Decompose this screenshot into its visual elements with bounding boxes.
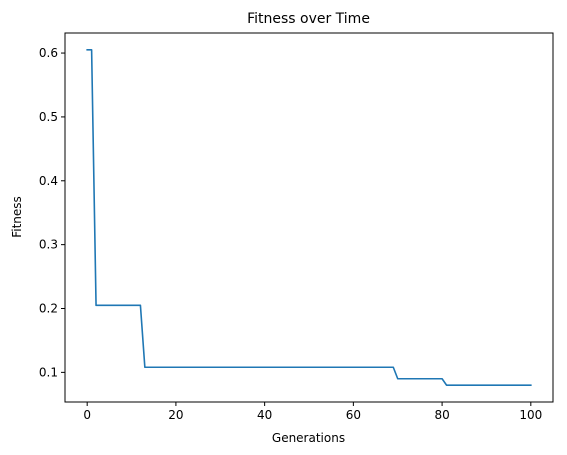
plot-frame (64, 32, 554, 403)
y-tick-label: 0.3 (39, 238, 58, 252)
plot-area: 0 20 40 60 80 100 0.1 0.2 0.3 0.4 0.5 0.6 (39, 32, 554, 422)
x-tick-label: 20 (168, 408, 183, 422)
y-tick-label: 0.1 (39, 365, 58, 379)
y-tick-label: 0.4 (39, 174, 58, 188)
x-tick-label: 60 (346, 408, 361, 422)
y-axis-label: Fitness (10, 196, 24, 238)
x-axis-label: Generations (272, 431, 345, 445)
x-tick-label: 80 (434, 408, 449, 422)
x-tick-label: 40 (257, 408, 272, 422)
y-tick-label: 0.5 (39, 110, 58, 124)
y-tick-label: 0.2 (39, 302, 58, 316)
x-tick-label: 100 (519, 408, 542, 422)
y-tick-label: 0.6 (39, 46, 58, 60)
series-line-0 (86, 49, 532, 386)
chart-title: Fitness over Time (247, 11, 370, 27)
x-tick-label: 0 (83, 408, 91, 422)
